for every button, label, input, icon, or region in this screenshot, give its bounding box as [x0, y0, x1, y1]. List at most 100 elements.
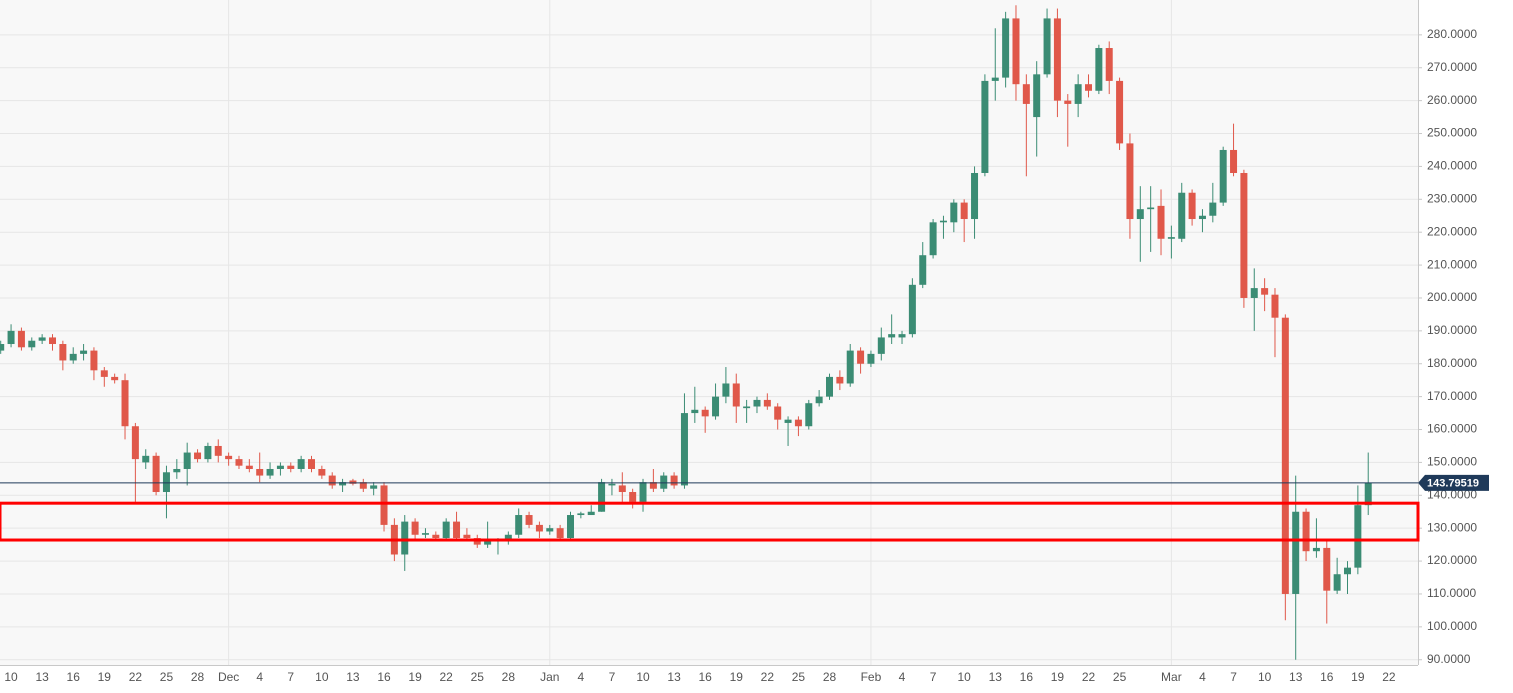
y-tick-label: 140.0000 [1427, 487, 1477, 501]
candle-body [1147, 207, 1155, 210]
candle-body [1116, 80, 1124, 144]
candle-body [1219, 149, 1227, 203]
candle-body [618, 485, 626, 493]
candle-body [225, 455, 233, 460]
candle-body [629, 492, 637, 502]
x-tick-label: 28 [823, 670, 837, 684]
x-tick-label: 10 [4, 670, 18, 684]
x-tick-label: 13 [346, 670, 360, 684]
x-tick-label: 16 [1020, 670, 1034, 684]
candle-body [722, 383, 730, 397]
x-tick-label: 25 [1113, 670, 1127, 684]
x-tick-label: 7 [930, 670, 937, 684]
candle-body [639, 482, 647, 502]
candle-body [1002, 18, 1010, 78]
candle-body [960, 202, 968, 220]
candle-body [1333, 574, 1341, 591]
candle-body [1240, 172, 1248, 298]
y-tick-label: 260.0000 [1427, 93, 1477, 107]
y-tick-label: 270.0000 [1427, 60, 1477, 74]
candle-body [1033, 74, 1041, 118]
candle-body [929, 222, 937, 256]
x-tick-label: 19 [98, 670, 112, 684]
candle-body [1250, 288, 1258, 298]
x-tick-label: 22 [129, 670, 143, 684]
x-tick-label: 10 [958, 670, 972, 684]
candle-body [214, 445, 222, 456]
candle-body [691, 409, 699, 414]
candle-body [1209, 202, 1217, 216]
candle-body [173, 468, 181, 473]
y-tick-label: 280.0000 [1427, 27, 1477, 41]
x-tick-label: 22 [761, 670, 775, 684]
candle-body [1043, 18, 1051, 75]
candle-body [463, 534, 471, 539]
plot-background [0, 0, 1418, 665]
last-price-tag [1418, 474, 1489, 491]
candle-body [815, 396, 823, 404]
candle-body [162, 472, 170, 493]
y-tick-label: 150.0000 [1427, 455, 1477, 469]
candle-body [1198, 215, 1206, 220]
x-tick-label: Feb [861, 670, 882, 684]
candle-body [339, 482, 347, 486]
candle-body [1354, 505, 1362, 568]
candle-body [1074, 84, 1082, 104]
last-price-label: 143.79519 [1427, 478, 1479, 490]
x-tick-label: 22 [440, 670, 454, 684]
candle-body [1178, 192, 1186, 239]
x-tick-label: 19 [1351, 670, 1365, 684]
candle-body [401, 521, 409, 555]
candle-body [421, 533, 429, 535]
candle-body [121, 380, 129, 427]
x-tick-label: 16 [377, 670, 391, 684]
candle-body [898, 334, 906, 338]
candle-body [670, 475, 678, 486]
candle-body [1281, 317, 1289, 594]
y-tick-label: 110.0000 [1427, 586, 1476, 600]
x-tick-label: Jan [540, 670, 559, 684]
candle-body [712, 396, 720, 417]
candle-body [1364, 482, 1372, 506]
x-tick-label: 10 [636, 670, 650, 684]
x-tick-label: 4 [578, 670, 585, 684]
candle-body [701, 409, 709, 417]
y-tick-label: 200.0000 [1427, 290, 1477, 304]
x-tick-label: 13 [35, 670, 49, 684]
candle-body [939, 220, 947, 223]
candle-body [846, 350, 854, 384]
candle-body [1271, 294, 1279, 318]
candle-body [1261, 288, 1269, 295]
candle-body [525, 515, 533, 525]
candle-body [328, 475, 336, 486]
candle-body [432, 534, 440, 539]
candle-body [484, 541, 492, 545]
candle-body [660, 475, 668, 489]
x-tick-label: 10 [315, 670, 329, 684]
candle-body [183, 452, 191, 469]
candle-body [142, 455, 150, 463]
candle-body [794, 419, 802, 427]
candle-body [1126, 143, 1134, 220]
x-tick-label: 19 [730, 670, 744, 684]
candle-body [100, 370, 108, 377]
candle-body [359, 482, 367, 489]
candle-body [131, 426, 139, 460]
y-tick-label: 130.0000 [1427, 520, 1477, 534]
y-tick-label: 160.0000 [1427, 422, 1477, 436]
candle-body [287, 465, 295, 469]
candle-body [535, 524, 543, 532]
candle-body [598, 482, 606, 512]
x-tick-label: 10 [1258, 670, 1272, 684]
candle-body [649, 482, 657, 489]
x-tick-label: 13 [989, 670, 1003, 684]
candle-body [857, 350, 865, 364]
y-tick-label: 250.0000 [1427, 126, 1477, 140]
candle-body [152, 455, 160, 493]
x-tick-label: 28 [502, 670, 516, 684]
candle-body [194, 452, 202, 460]
candle-body [80, 350, 88, 354]
candle-body [908, 284, 916, 335]
candle-body [774, 406, 782, 420]
candle-body [1230, 149, 1238, 173]
